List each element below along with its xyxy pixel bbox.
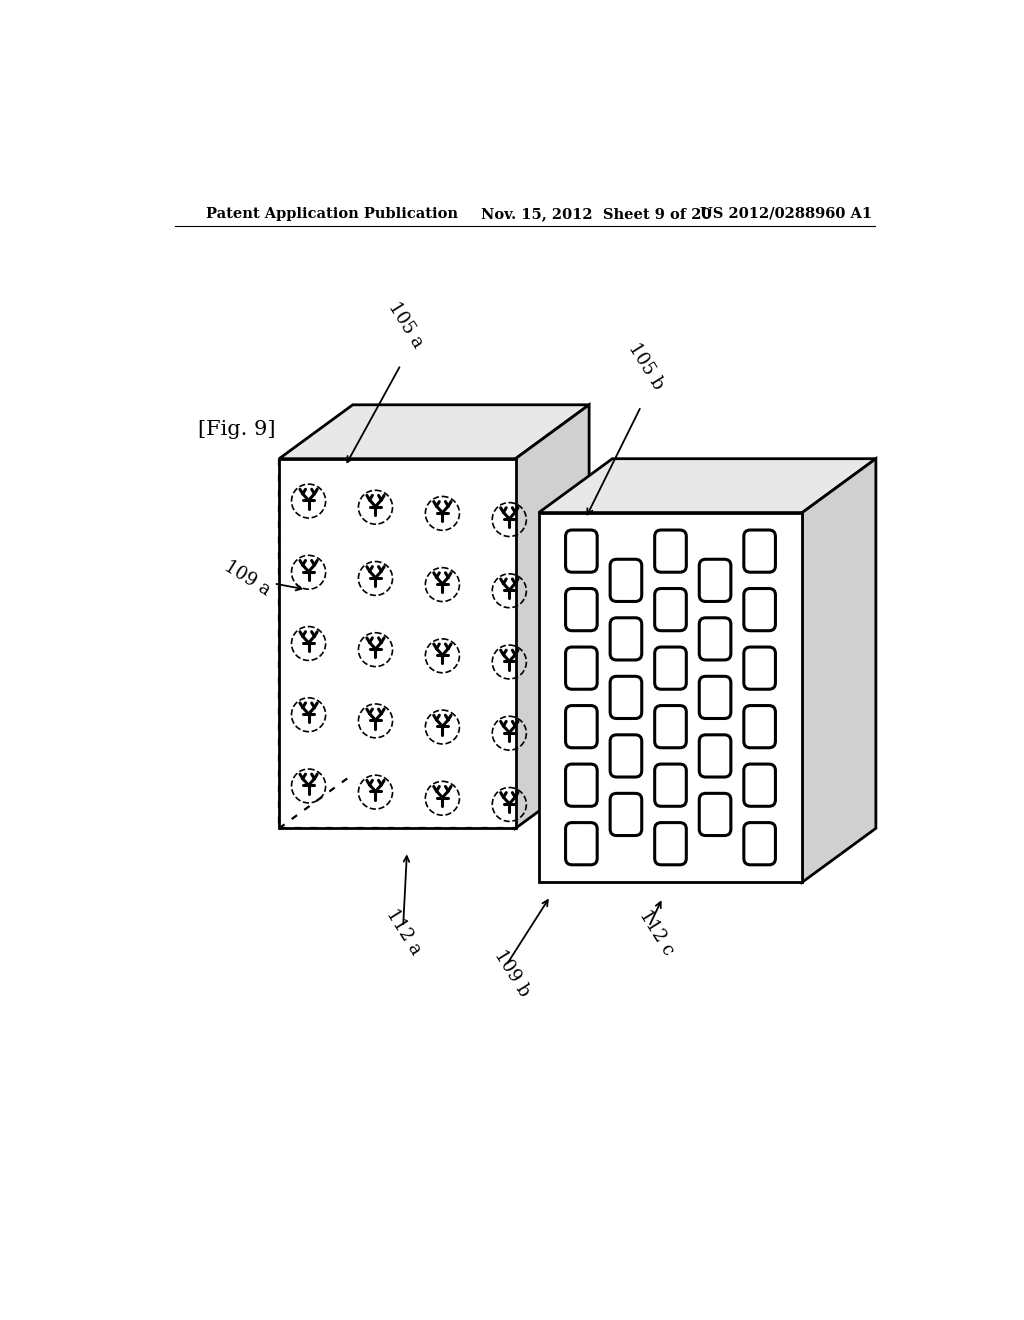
Polygon shape [515, 405, 589, 829]
Text: [Fig. 9]: [Fig. 9] [198, 420, 275, 440]
Text: 109 b: 109 b [490, 946, 534, 999]
Text: 105 a: 105 a [384, 298, 427, 351]
Polygon shape [280, 459, 515, 829]
Polygon shape [280, 405, 589, 459]
Text: 112 c: 112 c [636, 906, 678, 958]
Polygon shape [539, 512, 802, 882]
Text: 112 a: 112 a [382, 906, 424, 958]
Text: Nov. 15, 2012  Sheet 9 of 20: Nov. 15, 2012 Sheet 9 of 20 [480, 207, 711, 220]
Text: US 2012/0288960 A1: US 2012/0288960 A1 [699, 207, 872, 220]
Polygon shape [802, 459, 876, 882]
Text: 109 a: 109 a [221, 557, 273, 599]
Polygon shape [539, 459, 876, 512]
Text: Patent Application Publication: Patent Application Publication [206, 207, 458, 220]
Text: 105 b: 105 b [625, 341, 667, 393]
